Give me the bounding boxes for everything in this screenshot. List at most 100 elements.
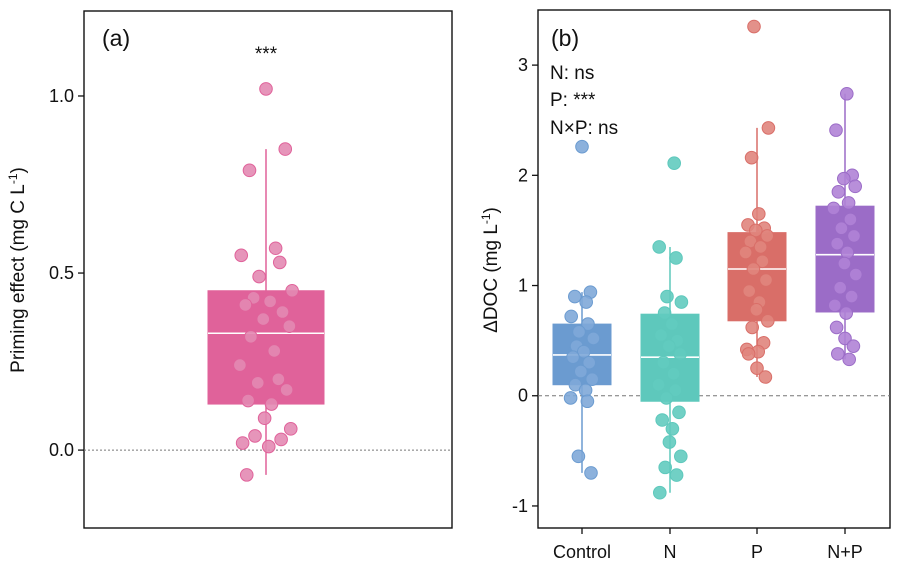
panel-b-y-axis-title-main: ΔDOC (mg L (481, 224, 502, 333)
data-point-p (758, 370, 773, 384)
data-point-priming (235, 436, 250, 450)
data-point-priming (241, 393, 255, 408)
data-point-priming (234, 248, 249, 263)
data-point-priming (238, 298, 253, 312)
data-point-n (666, 366, 681, 381)
data-point-n (658, 460, 673, 475)
data-point-p (760, 229, 775, 243)
panel-a-frame (83, 10, 453, 529)
data-point-priming (257, 411, 272, 426)
box-priming (207, 290, 325, 405)
panel-a-y-axis-title-sup: -1 (6, 173, 20, 184)
data-point-priming (283, 422, 298, 436)
data-point-priming (250, 376, 265, 390)
data-point-n-p (844, 289, 859, 304)
data-point-n-p (837, 171, 851, 186)
data-point-p (759, 273, 773, 287)
panel-b: -1 0 1 2 3 Control N P N+P (b) N: ns P: *** N×P… (479, 9, 891, 562)
data-point-n (668, 383, 683, 398)
data-point-control (566, 350, 580, 364)
data-point-n (669, 468, 684, 482)
data-point-control (568, 289, 582, 304)
data-point-n (654, 328, 668, 342)
data-point-n-p (843, 212, 858, 227)
y-tick-label: 1 (518, 276, 528, 296)
y-tick-label: 0.0 (49, 440, 74, 460)
panel-b-annotation-n: N: ns (550, 63, 594, 84)
data-point-p (753, 240, 768, 254)
data-point-n (669, 251, 683, 265)
data-point-p (752, 207, 766, 221)
data-point-priming (242, 163, 257, 178)
data-point-n (667, 156, 682, 170)
data-point-control (563, 391, 578, 405)
data-point-n-p (833, 280, 848, 295)
data-point-p (750, 361, 764, 375)
data-point-p (742, 284, 757, 298)
data-point-n-p (842, 352, 857, 367)
data-point-control (572, 325, 586, 339)
panel-b-x-ticks: Control N P N+P (553, 528, 863, 562)
panel-b-points (563, 19, 863, 500)
data-point-p (755, 254, 770, 269)
data-point-n (674, 449, 688, 464)
x-tick-label-control: Control (553, 542, 611, 562)
y-tick-label: 1.0 (49, 86, 74, 106)
data-point-p (741, 347, 756, 361)
data-point-priming (282, 319, 297, 333)
panel-a-significance: *** (255, 44, 278, 65)
panel-a-label: (a) (102, 25, 130, 51)
data-point-n-p (829, 320, 844, 335)
data-point-n-p (846, 339, 861, 353)
data-point-priming (272, 255, 287, 270)
data-point-control (577, 344, 591, 359)
y-tick-label: 2 (518, 165, 528, 185)
data-point-control (578, 383, 593, 398)
data-point-control (581, 317, 595, 331)
data-point-priming (267, 344, 282, 358)
data-point-n-p (848, 179, 863, 194)
data-point-priming (256, 312, 271, 326)
data-point-priming (263, 294, 277, 309)
data-point-n-p (830, 236, 845, 251)
panel-b-annotation-p: P: *** (550, 90, 596, 111)
data-point-n-p (828, 298, 842, 313)
data-point-n-p (849, 267, 863, 282)
data-point-priming (268, 241, 283, 256)
panel-a: 0.0 0.5 1.0 (a) *** Priming effect (mg C L… (6, 10, 453, 529)
data-point-n (659, 391, 674, 405)
data-point-p (745, 320, 760, 335)
data-point-priming (248, 429, 262, 443)
data-point-p (761, 314, 775, 328)
data-point-n-p (826, 201, 841, 216)
data-point-control (586, 331, 601, 346)
data-point-control (584, 466, 598, 480)
data-point-n-p (834, 221, 849, 236)
data-point-n (653, 485, 667, 500)
y-tick-label: 0.5 (49, 263, 74, 283)
data-point-n-p (839, 306, 854, 320)
data-point-n (652, 240, 667, 254)
data-point-priming (274, 432, 288, 447)
data-point-priming (278, 142, 293, 156)
data-point-p (761, 121, 776, 135)
data-point-n (656, 355, 671, 370)
data-point-control (580, 394, 595, 409)
data-point-n (674, 295, 689, 309)
data-point-p (744, 150, 759, 165)
data-point-p (746, 262, 761, 276)
panel-a-y-axis-title-end: ) (8, 167, 29, 173)
data-point-control (585, 372, 600, 387)
x-tick-label-n: N (664, 542, 677, 562)
data-point-control (564, 309, 579, 324)
data-point-p (738, 245, 753, 260)
panel-b-boxes (552, 93, 875, 493)
data-point-control (579, 295, 594, 309)
data-point-n (673, 347, 688, 361)
panel-a-y-ticks: 0.0 0.5 1.0 (49, 86, 84, 460)
panel-b-annotation-nxp: N×P: ns (550, 118, 618, 139)
panel-b-y-axis-title-sup: -1 (479, 213, 493, 224)
panel-b-y-axis-title: ΔDOC (mg L-1) (479, 207, 502, 333)
data-point-p (749, 302, 764, 317)
data-point-priming (259, 82, 273, 96)
